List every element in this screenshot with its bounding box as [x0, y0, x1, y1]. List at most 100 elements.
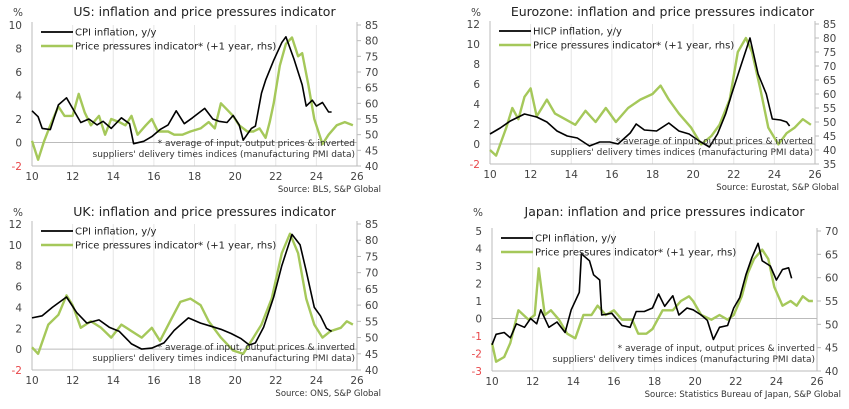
x-tick-label: 12: [66, 171, 79, 183]
chart-panel: Japan: inflation and price pressures ind…: [472, 204, 841, 400]
left-tick-label: 4: [15, 302, 22, 314]
x-tick-label: 12: [524, 169, 537, 181]
cpi-inflation-line: [491, 242, 793, 346]
right-tick-label: 40: [823, 145, 836, 157]
legend-label: CPI inflation, y/y: [75, 227, 156, 238]
left-tick-label: 0: [15, 344, 22, 356]
right-tick-label: 70: [825, 226, 838, 238]
x-tick-label: 12: [66, 375, 79, 387]
left-tick-label: 0: [475, 314, 482, 326]
right-tick-label: 65: [365, 83, 378, 95]
x-tick-label: 10: [483, 169, 496, 181]
cpi-inflation-line: [489, 37, 791, 148]
left-tick-label: -2: [12, 161, 22, 173]
right-tick-label: 35: [823, 159, 836, 171]
x-tick-label: 10: [25, 171, 38, 183]
right-tick-label: 60: [365, 300, 378, 312]
cpi-inflation-line: [31, 233, 333, 350]
cpi-inflation-line: [31, 35, 332, 145]
right-tick-label: 60: [825, 273, 838, 285]
x-tick-label: 12: [526, 376, 539, 388]
right-tick-label: 55: [823, 103, 836, 115]
x-tick-label: 16: [605, 169, 619, 181]
price-pressures-line: [30, 36, 354, 161]
left-tick-label: -1: [472, 331, 482, 343]
x-tick-label: 16: [607, 376, 621, 388]
left-tick-label: 6: [15, 282, 22, 294]
source-label: Source: ONS, S&P Global: [275, 389, 381, 399]
left-unit-label: %: [13, 7, 23, 19]
right-tick-label: 45: [365, 145, 378, 157]
x-tick-label: 22: [729, 376, 742, 388]
x-tick-label: 10: [485, 376, 498, 388]
right-tick-label: 75: [365, 51, 378, 63]
right-tick-label: 60: [823, 89, 836, 101]
x-tick-label: 24: [768, 169, 782, 181]
left-tick-label: 12: [9, 219, 22, 231]
right-tick-label: 45: [365, 349, 378, 361]
left-tick-label: 3: [475, 261, 482, 273]
left-unit-label: %: [13, 207, 23, 219]
source-label: Source: Statistics Bureau of Japan, S&P …: [645, 390, 841, 400]
footnote: * average of input, output prices & inve…: [158, 343, 355, 353]
x-tick-label: 14: [567, 376, 581, 388]
right-tick-label: 50: [365, 130, 378, 142]
price-pressures-line: [31, 232, 354, 356]
left-tick-label: 10: [9, 240, 22, 252]
chart-title: Eurozone: inflation and price pressures …: [511, 4, 815, 19]
right-tick-label: 75: [365, 251, 378, 263]
right-tick-label: 55: [365, 316, 378, 328]
right-tick-label: 65: [823, 75, 836, 87]
right-tick-label: 50: [823, 117, 836, 129]
left-tick-label: 10: [467, 39, 480, 51]
x-tick-label: 18: [646, 169, 659, 181]
x-tick-label: 18: [648, 376, 661, 388]
left-tick-label: -2: [472, 349, 482, 361]
price-pressures-line: [490, 248, 813, 363]
x-tick-label: 22: [269, 375, 282, 387]
source-label: Source: Eurostat, S&P Global: [716, 183, 839, 193]
footnote: suppliers' delivery times indices (manuf…: [93, 150, 355, 160]
right-tick-label: 45: [825, 343, 838, 355]
x-tick-label: 14: [565, 169, 579, 181]
x-tick-label: 16: [147, 375, 161, 387]
right-tick-label: 65: [825, 249, 838, 261]
legend-label: Price pressures indicator* (+1 year, rhs…: [75, 42, 276, 53]
left-tick-label: 6: [15, 67, 22, 79]
footnote: suppliers' delivery times indices (manuf…: [551, 148, 813, 158]
source-label: Source: BLS, S&P Global: [278, 185, 381, 195]
left-unit-label: %: [471, 7, 481, 19]
chart-panel: Eurozone: inflation and price pressures …: [467, 4, 839, 193]
right-tick-label: 55: [365, 114, 378, 126]
x-tick-label: 24: [310, 171, 324, 183]
chart-title: Japan: inflation and price pressures ind…: [524, 204, 806, 219]
right-tick-label: 50: [825, 319, 838, 331]
right-tick-label: 40: [365, 365, 378, 377]
left-tick-label: 2: [473, 119, 480, 131]
chart-title: US: inflation and price pressures indica…: [73, 4, 336, 19]
x-tick-label: 10: [25, 375, 38, 387]
right-tick-label: 80: [365, 36, 378, 48]
x-tick-label: 24: [310, 375, 324, 387]
x-tick-label: 26: [350, 375, 364, 387]
x-tick-label: 18: [188, 375, 201, 387]
x-tick-label: 16: [147, 171, 161, 183]
x-tick-label: 26: [808, 169, 822, 181]
left-tick-label: 10: [9, 20, 22, 32]
left-tick-label: -2: [470, 159, 480, 171]
left-tick-label: 2: [475, 279, 482, 291]
x-tick-label: 22: [727, 169, 740, 181]
x-tick-label: 26: [810, 376, 824, 388]
right-tick-label: 55: [825, 296, 838, 308]
x-tick-label: 14: [107, 171, 121, 183]
left-tick-label: -3: [472, 366, 482, 378]
left-tick-label: 8: [473, 59, 480, 71]
left-tick-label: 4: [473, 99, 480, 111]
legend-label: CPI inflation, y/y: [535, 234, 616, 245]
x-tick-label: 24: [770, 376, 784, 388]
left-tick-label: 12: [467, 19, 480, 31]
right-tick-label: 40: [365, 161, 378, 173]
right-tick-label: 85: [365, 219, 378, 231]
right-tick-label: 70: [365, 268, 378, 280]
x-tick-label: 20: [688, 376, 701, 388]
